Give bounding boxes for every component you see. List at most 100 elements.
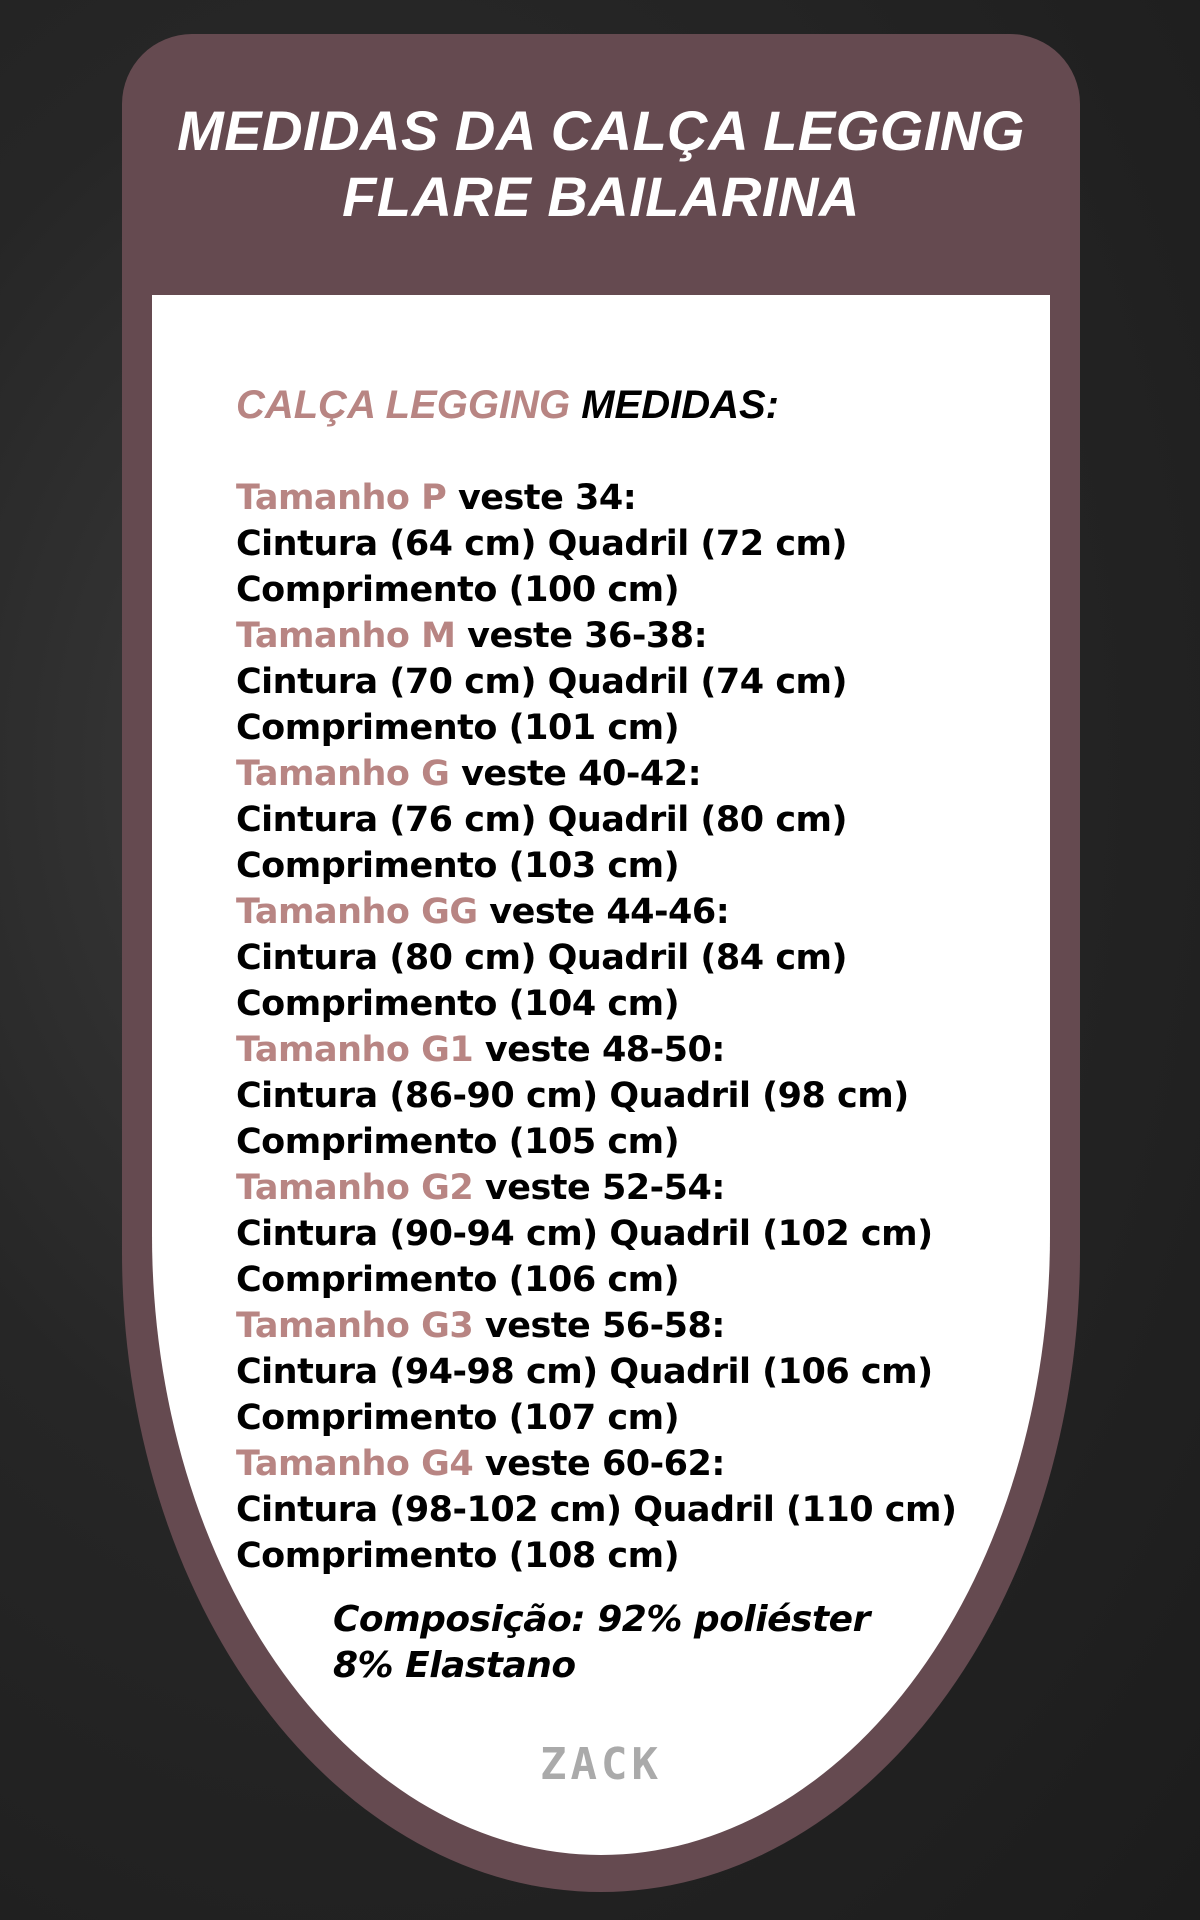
length-value: 107 cm <box>524 1398 664 1438</box>
veste-value: 56-58 <box>601 1306 712 1346</box>
hip-label: Quadril <box>609 1214 751 1254</box>
hip-value: 80 cm <box>715 800 832 840</box>
waist-label: Cintura <box>236 662 378 702</box>
length-label: Comprimento <box>236 570 497 610</box>
waist-label: Cintura <box>236 1214 378 1254</box>
waist-hip-line: Cintura (90-94 cm) Quadril (102 cm) <box>236 1214 933 1254</box>
composition-line-1: Composição: 92% poliéster <box>333 1599 870 1640</box>
size-entry: Tamanho G2 veste 52-54: Cintura (90-94 cm… <box>236 1165 956 1303</box>
hip-label: Quadril <box>609 1076 751 1116</box>
waist-value: 76 cm <box>404 800 521 840</box>
size-entry: Tamanho G4 veste 60-62: Cintura (98-102 c… <box>236 1441 957 1579</box>
heading-rest: MEDIDAS: <box>581 383 779 427</box>
waist-label: Cintura <box>236 938 378 978</box>
length-label: Comprimento <box>236 1536 497 1576</box>
veste-value: 40-42 <box>578 754 688 794</box>
length-line: Comprimento (107 cm) <box>236 1398 680 1438</box>
waist-value: 64 cm <box>404 524 521 564</box>
waist-hip-line: Cintura (76 cm) Quadril (80 cm) <box>236 800 848 840</box>
hip-label: Quadril <box>547 662 690 702</box>
heading-accent: CALÇA LEGGING <box>236 383 571 427</box>
length-line: Comprimento (106 cm) <box>236 1260 680 1300</box>
size-header-line: Tamanho GG veste 44-46: <box>236 892 730 932</box>
length-label: Comprimento <box>236 984 497 1024</box>
hip-value: 84 cm <box>715 938 832 978</box>
hip-value: 110 cm <box>801 1490 942 1530</box>
waist-hip-line: Cintura (70 cm) Quadril (74 cm) <box>236 662 848 702</box>
hip-label: Quadril <box>633 1490 775 1530</box>
length-line: Comprimento (108 cm) <box>236 1536 680 1576</box>
composition-line-2: 8% Elastano <box>333 1645 576 1686</box>
waist-value: 80 cm <box>404 938 521 978</box>
size-header-line: Tamanho G2 veste 52-54: <box>236 1168 725 1208</box>
veste-value: 52-54 <box>601 1168 712 1208</box>
title-line-2: FLARE BAILARINA <box>342 165 860 228</box>
hip-value: 98 cm <box>777 1076 894 1116</box>
veste-value: 44-46 <box>606 892 716 932</box>
size-header-line: Tamanho G veste 40-42: <box>236 754 702 794</box>
hip-label: Quadril <box>609 1352 751 1392</box>
veste-label: veste <box>484 1168 591 1208</box>
length-value: 101 cm <box>524 708 664 748</box>
veste-label: veste <box>484 1444 591 1484</box>
size-header-line: Tamanho G1 veste 48-50: <box>236 1030 725 1070</box>
hip-value: 72 cm <box>715 524 832 564</box>
length-value: 108 cm <box>524 1536 664 1576</box>
size-chart-card: MEDIDAS DA CALÇA LEGGING FLARE BAILARINA… <box>122 34 1080 1892</box>
waist-hip-line: Cintura (86-90 cm) Quadril (98 cm) <box>236 1076 909 1116</box>
waist-label: Cintura <box>236 1352 378 1392</box>
length-line: Comprimento (100 cm) <box>236 570 680 610</box>
waist-label: Cintura <box>236 1490 378 1530</box>
size-header-line: Tamanho M veste 36-38: <box>236 616 708 656</box>
size-name: Tamanho M <box>236 616 456 656</box>
waist-hip-line: Cintura (80 cm) Quadril (84 cm) <box>236 938 848 978</box>
waist-label: Cintura <box>236 524 378 564</box>
veste-value: 34 <box>575 478 623 518</box>
length-value: 105 cm <box>524 1122 664 1162</box>
size-name: Tamanho G1 <box>236 1030 474 1070</box>
veste-value: 60-62 <box>601 1444 712 1484</box>
size-entry: Tamanho G veste 40-42: Cintura (76 cm) Qu… <box>236 751 956 889</box>
size-header-line: Tamanho G3 veste 56-58: <box>236 1306 725 1346</box>
length-label: Comprimento <box>236 708 497 748</box>
waist-value: 94-98 cm <box>404 1352 583 1392</box>
size-entry: Tamanho GG veste 44-46: Cintura (80 cm) Q… <box>236 889 956 1027</box>
hip-value: 106 cm <box>777 1352 918 1392</box>
size-list: Tamanho P veste 34: Cintura (64 cm) Quadr… <box>236 475 957 1579</box>
veste-value: 48-50 <box>601 1030 712 1070</box>
title-line-1: MEDIDAS DA CALÇA LEGGING <box>177 99 1025 162</box>
brand-logo: ZACK <box>540 1739 662 1790</box>
veste-label: veste <box>461 754 567 794</box>
length-value: 106 cm <box>524 1260 664 1300</box>
composition: Composição: 92% poliéster 8% Elastano <box>333 1597 870 1689</box>
length-value: 104 cm <box>524 984 664 1024</box>
waist-value: 98-102 cm <box>404 1490 607 1530</box>
length-line: Comprimento (103 cm) <box>236 846 680 886</box>
hip-label: Quadril <box>547 938 690 978</box>
length-label: Comprimento <box>236 1122 497 1162</box>
waist-hip-line: Cintura (94-98 cm) Quadril (106 cm) <box>236 1352 933 1392</box>
size-name: Tamanho G4 <box>236 1444 474 1484</box>
size-entry: Tamanho G1 veste 48-50: Cintura (86-90 cm… <box>236 1027 956 1165</box>
measurements-panel: CALÇA LEGGING MEDIDAS: Tamanho P veste 3… <box>152 295 1050 1855</box>
veste-label: veste <box>484 1306 591 1346</box>
size-header-line: Tamanho P veste 34: <box>236 478 637 518</box>
size-name: Tamanho G <box>236 754 450 794</box>
page-title: MEDIDAS DA CALÇA LEGGING FLARE BAILARINA <box>122 98 1080 230</box>
veste-value: 36-38 <box>584 616 694 656</box>
size-name: Tamanho P <box>236 478 447 518</box>
waist-label: Cintura <box>236 1076 378 1116</box>
veste-label: veste <box>457 478 564 518</box>
waist-hip-line: Cintura (98-102 cm) Quadril (110 cm) <box>236 1490 957 1530</box>
veste-label: veste <box>467 616 573 656</box>
waist-value: 70 cm <box>404 662 521 702</box>
length-line: Comprimento (105 cm) <box>236 1122 680 1162</box>
length-value: 100 cm <box>524 570 664 610</box>
length-line: Comprimento (101 cm) <box>236 708 680 748</box>
size-name: Tamanho G3 <box>236 1306 474 1346</box>
size-name: Tamanho GG <box>236 892 478 932</box>
veste-label: veste <box>484 1030 591 1070</box>
waist-hip-line: Cintura (64 cm) Quadril (72 cm) <box>236 524 848 564</box>
length-label: Comprimento <box>236 846 497 886</box>
hip-value: 102 cm <box>777 1214 918 1254</box>
